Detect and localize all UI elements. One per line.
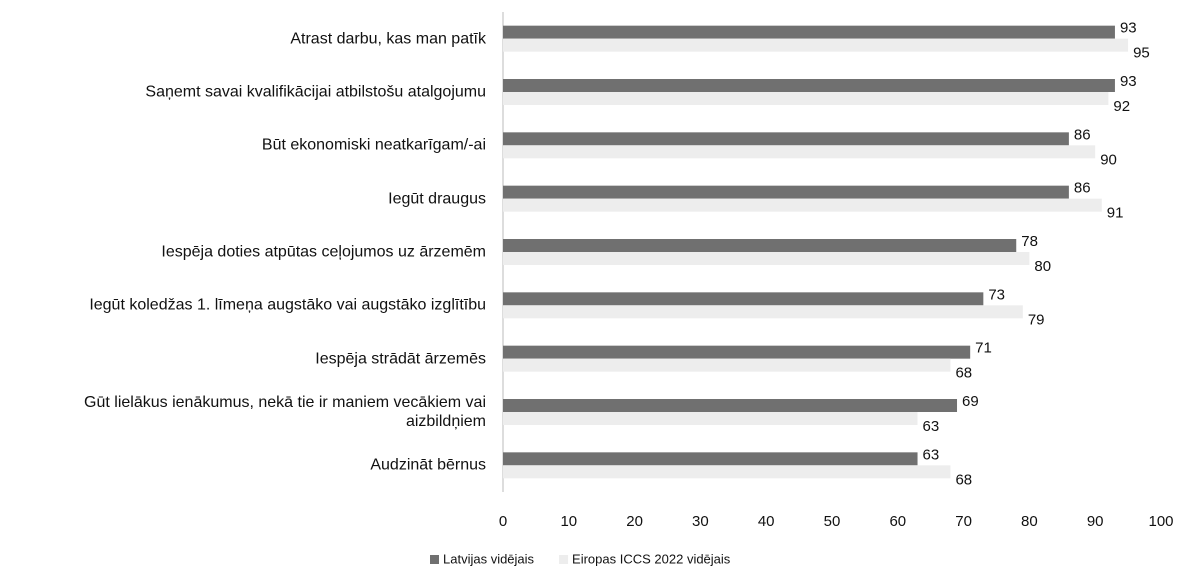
bar <box>503 358 951 372</box>
legend-swatch <box>559 555 569 564</box>
category-label: Iespēja doties atpūtas ceļojumos uz ārze… <box>161 243 486 261</box>
bar <box>503 465 951 479</box>
category-label: Gūt lielākus ienākumus, nekā tie ir mani… <box>84 394 486 430</box>
value-label: 91 <box>1107 205 1124 222</box>
bar <box>503 412 918 425</box>
value-label: 86 <box>1074 126 1091 143</box>
value-label: 86 <box>1074 180 1091 197</box>
category-label: Atrast darbu, kas man patīk <box>290 30 486 48</box>
bar <box>503 345 971 359</box>
value-label: 95 <box>1133 45 1150 62</box>
x-tick-label: 30 <box>692 513 709 530</box>
category-label: Saņemt savai kvalifikācijai atbilstošu a… <box>145 83 486 101</box>
value-label: 93 <box>1120 20 1137 37</box>
value-label: 79 <box>1028 311 1045 328</box>
x-tick-label: 80 <box>1021 513 1038 530</box>
bar <box>503 25 1115 39</box>
value-label: 93 <box>1120 73 1137 90</box>
category-label: Būt ekonomiski neatkarīgam/-ai <box>261 136 486 154</box>
x-tick-label: 10 <box>560 513 577 530</box>
x-tick-label: 0 <box>499 513 507 530</box>
x-tick-label: 60 <box>889 513 906 530</box>
x-tick-label: 100 <box>1148 513 1173 530</box>
bar <box>503 399 958 412</box>
legend-label: Latvijas vidējais <box>443 551 535 566</box>
bar <box>503 252 1030 265</box>
category-label: Audzināt bērnus <box>370 456 486 474</box>
value-label: 68 <box>955 365 972 382</box>
x-tick-label: 70 <box>955 513 972 530</box>
bar <box>503 452 918 466</box>
bar <box>503 292 984 306</box>
value-label: 63 <box>923 418 940 435</box>
bar <box>503 92 1109 105</box>
bar <box>503 239 1017 252</box>
category-label: Iegūt draugus <box>388 190 486 208</box>
value-label: 71 <box>975 340 992 357</box>
value-label: 80 <box>1034 258 1051 275</box>
x-tick-label: 20 <box>626 513 643 530</box>
bar <box>503 198 1102 212</box>
x-tick-label: 50 <box>824 513 841 530</box>
category-label: Iegūt koledžas 1. līmeņa augstāko vai au… <box>89 296 486 314</box>
legend-label: Eiropas ICCS 2022 vidējais <box>572 551 731 566</box>
value-label: 68 <box>955 471 972 488</box>
x-tick-label: 40 <box>758 513 775 530</box>
x-tick-label: 90 <box>1087 513 1104 530</box>
value-label: 73 <box>988 286 1005 303</box>
value-label: 92 <box>1113 98 1130 115</box>
value-label: 63 <box>923 446 940 463</box>
legend-swatch <box>430 555 439 564</box>
value-label: 78 <box>1021 233 1038 250</box>
value-label: 90 <box>1100 151 1117 168</box>
value-label: 69 <box>962 393 979 410</box>
category-label: Iespēja strādāt ārzemēs <box>315 350 486 368</box>
bar <box>503 79 1115 92</box>
bar <box>503 145 1096 159</box>
bar <box>503 38 1129 52</box>
bar <box>503 305 1023 319</box>
bar <box>503 185 1069 199</box>
bar <box>503 132 1069 146</box>
